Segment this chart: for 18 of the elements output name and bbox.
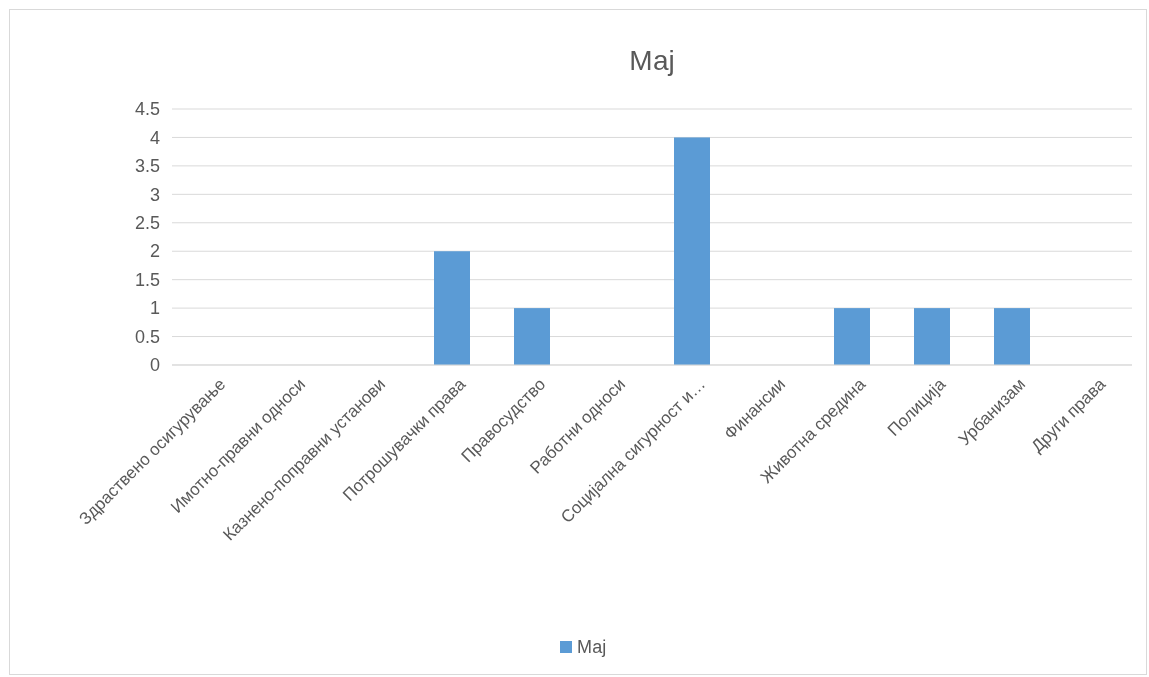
y-tick-label: 4 — [149, 127, 160, 148]
bar — [674, 137, 710, 365]
y-tick-label: 2 — [149, 241, 160, 262]
bar — [434, 251, 470, 365]
y-tick-label: 3 — [149, 184, 160, 205]
y-tick-label: 1 — [149, 298, 160, 319]
chart-title: Мај — [629, 45, 675, 76]
y-tick-label: 2.5 — [134, 213, 160, 234]
y-tick-label: 1.5 — [134, 269, 160, 290]
y-tick-label: 0.5 — [134, 326, 160, 347]
y-tick-label: 3.5 — [134, 156, 160, 177]
y-tick-label: 0 — [149, 355, 160, 376]
bar — [514, 308, 550, 365]
bar — [994, 308, 1030, 365]
legend-label: Мај — [577, 637, 607, 658]
bar — [834, 308, 870, 365]
y-tick-label: 4.5 — [134, 99, 160, 120]
bar — [914, 308, 950, 365]
